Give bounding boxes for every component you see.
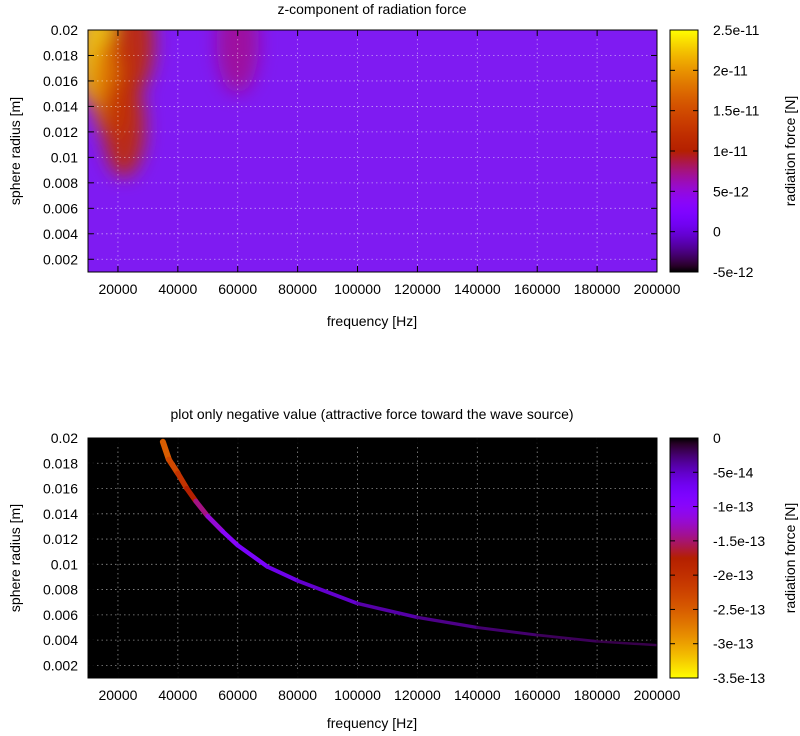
x-tick-label: 160000 <box>514 281 561 297</box>
negative-force-curve-segment <box>165 456 181 477</box>
negative-force-curve-segment <box>184 485 199 504</box>
x-tick-label: 60000 <box>218 281 257 297</box>
bottom-chart: plot only negative value (attractive for… <box>7 406 798 731</box>
y-tick-label: 0.004 <box>43 632 78 648</box>
negative-force-curve-segment <box>159 438 172 463</box>
x-tick-label: 40000 <box>158 281 197 297</box>
x-tick-label: 140000 <box>454 281 501 297</box>
negative-force-curve-segment <box>415 615 479 630</box>
colorbar-tick-label: -3.5e-13 <box>713 670 765 686</box>
bottom-chart-title: plot only negative value (attractive for… <box>170 406 573 422</box>
colorbar-tick-label: -3e-13 <box>713 636 754 652</box>
x-tick-label: 120000 <box>394 687 441 703</box>
negative-force-curve-segment <box>235 543 270 569</box>
x-tick-label: 20000 <box>98 281 137 297</box>
y-tick-label: 0.02 <box>51 430 78 446</box>
top-chart-title: z-component of radiation force <box>277 1 466 17</box>
negative-force-curve-segment <box>265 564 300 583</box>
top-heatmap-background <box>88 30 657 272</box>
bottom-x-axis-label: frequency [Hz] <box>327 715 417 731</box>
y-tick-label: 0.002 <box>43 251 78 267</box>
colorbar-tick-label: -1e-13 <box>713 499 754 515</box>
bottom-colorbar <box>669 437 699 679</box>
bottom-heatmap-background <box>88 438 657 678</box>
y-tick-label: 0.02 <box>51 22 78 38</box>
x-tick-label: 100000 <box>334 687 381 703</box>
y-tick-label: 0.014 <box>43 506 78 522</box>
negative-force-curve-segment <box>193 498 211 519</box>
y-tick-label: 0.018 <box>43 47 78 63</box>
y-tick-label: 0.006 <box>43 200 78 216</box>
x-tick-label: 180000 <box>574 687 621 703</box>
colorbar-tick-label: 0 <box>713 224 721 240</box>
x-tick-label: 160000 <box>514 687 561 703</box>
negative-force-curve-segment <box>220 529 240 548</box>
negative-force-curve-segment <box>535 633 599 643</box>
negative-force-curve-segment <box>295 578 360 606</box>
top-plot-frame <box>87 29 658 273</box>
bottom-heatmap-layer <box>159 438 657 647</box>
y-tick-label: 0.016 <box>43 73 78 89</box>
y-tick-label: 0.008 <box>43 582 78 598</box>
y-tick-label: 0.012 <box>43 124 78 140</box>
top-colorbar-ticks: -5e-12 0 5e-12 1e-11 1.5e-11 2e-11 2.5e-11 <box>670 22 760 280</box>
y-tick-label: 0.016 <box>43 481 78 497</box>
colorbar-tick-label: 0 <box>713 430 721 446</box>
colorbar-tick-label: 1e-11 <box>713 143 748 159</box>
x-tick-label: 80000 <box>278 687 317 703</box>
y-tick-label: 0.014 <box>43 98 78 114</box>
y-tick-label: 0.012 <box>43 531 78 547</box>
bottom-colorbar-label: radiation force [N] <box>782 503 798 614</box>
hotspot-mark <box>102 74 145 177</box>
top-hotspot-group <box>88 30 259 177</box>
negative-force-curve-segment <box>205 513 226 534</box>
colorbar-tick-label: 1.5e-11 <box>713 103 760 119</box>
x-tick-label: 200000 <box>634 687 681 703</box>
hotspot-mark <box>111 30 154 94</box>
top-x-ticks: 20000 40000 60000 80000 100000 120000 140000 16… <box>98 30 681 297</box>
bottom-y-axis-label: sphere radius [m] <box>7 504 23 612</box>
colorbar-tick-label: -5e-12 <box>713 264 754 280</box>
negative-force-curve-segment <box>175 470 190 492</box>
y-tick-label: 0.008 <box>43 175 78 191</box>
top-heatmap-layer <box>88 30 259 177</box>
x-tick-label: 100000 <box>334 281 381 297</box>
x-tick-label: 80000 <box>278 281 317 297</box>
x-tick-label: 180000 <box>574 281 621 297</box>
x-tick-label: 20000 <box>98 687 137 703</box>
x-tick-label: 120000 <box>394 281 441 297</box>
negative-force-curve-segment <box>475 625 539 637</box>
x-tick-label: 60000 <box>218 687 257 703</box>
colorbar-tick-label: 2.5e-11 <box>713 22 760 38</box>
negative-force-curve-segment <box>355 601 420 620</box>
colorbar-tick-label: -5e-14 <box>713 464 754 480</box>
top-y-ticks: 0.002 0.004 0.006 0.008 0.01 0.012 0.014 0.016 0… <box>43 22 657 267</box>
y-tick-label: 0.01 <box>51 149 78 165</box>
top-y-axis-label: sphere radius [m] <box>7 97 23 205</box>
x-tick-label: 140000 <box>454 687 501 703</box>
top-colorbar-label: radiation force [N] <box>782 96 798 207</box>
top-x-axis-label: frequency [Hz] <box>327 313 417 329</box>
colorbar-tick-label: -1.5e-13 <box>713 533 765 549</box>
bottom-plot-frame <box>87 437 658 679</box>
y-tick-label: 0.006 <box>43 607 78 623</box>
bottom-gridlines <box>88 438 657 678</box>
bottom-colorbar-ticks: 0 -5e-14 -1e-13 -1.5e-13 -2e-13 -2.5e-13 -3e-1… <box>670 430 765 686</box>
x-tick-label: 200000 <box>634 281 681 297</box>
top-chart: z-component of radiation force 20000 4000… <box>7 1 798 329</box>
y-tick-label: 0.002 <box>43 657 78 673</box>
y-tick-label: 0.018 <box>43 455 78 471</box>
colorbar-tick-label: 2e-11 <box>713 62 748 78</box>
bottom-x-ticks: 20000 40000 60000 80000 100000 120000 140000 16… <box>98 438 681 703</box>
colorbar-tick-label: -2e-13 <box>713 567 754 583</box>
y-tick-label: 0.004 <box>43 226 78 242</box>
top-gridlines <box>88 30 657 272</box>
y-tick-label: 0.01 <box>51 556 78 572</box>
negative-force-curve-segment <box>595 640 657 647</box>
colorbar-tick-label: -2.5e-13 <box>713 601 765 617</box>
colorbar-tick-label: 5e-12 <box>713 183 749 199</box>
bottom-y-ticks: 0.002 0.004 0.006 0.008 0.01 0.012 0.014 0.016 0… <box>43 430 657 673</box>
x-tick-label: 40000 <box>158 687 197 703</box>
